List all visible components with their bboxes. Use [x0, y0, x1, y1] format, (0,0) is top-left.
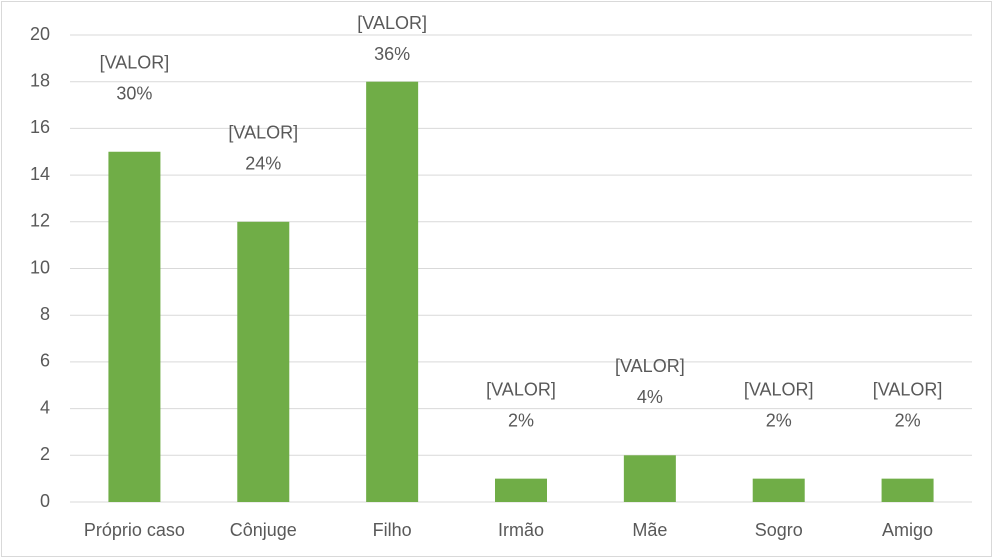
data-label-percent: 30% [116, 84, 152, 104]
y-tick-label: 10 [30, 257, 50, 277]
data-label-percent: 2% [766, 410, 792, 430]
x-tick-label: Filho [373, 520, 412, 540]
data-label: [VALOR] [486, 379, 556, 399]
bar [752, 478, 805, 502]
data-label-percent: 36% [374, 44, 410, 64]
data-label: [VALOR] [228, 123, 298, 143]
y-tick-label: 20 [30, 24, 50, 44]
y-tick-label: 16 [30, 117, 50, 137]
y-tick-label: 14 [30, 164, 50, 184]
bar [495, 478, 547, 502]
y-tick-label: 8 [40, 304, 50, 324]
x-tick-label: Próprio caso [84, 520, 185, 540]
y-tick-label: 0 [40, 491, 50, 511]
y-tick-label: 6 [40, 351, 50, 371]
y-tick-label: 4 [40, 397, 50, 417]
y-tick-label: 18 [30, 70, 50, 90]
y-tick-label: 12 [30, 211, 50, 231]
data-label: [VALOR] [100, 53, 170, 73]
data-label: [VALOR] [615, 356, 685, 376]
x-tick-label: Cônjuge [230, 520, 297, 540]
bar [366, 81, 419, 502]
data-label-percent: 24% [245, 154, 281, 174]
x-tick-label: Amigo [882, 520, 933, 540]
y-tick-label: 2 [40, 444, 50, 464]
x-tick-label: Sogro [755, 520, 803, 540]
data-label: [VALOR] [873, 379, 943, 399]
data-label: [VALOR] [357, 13, 427, 33]
data-label-percent: 2% [508, 410, 534, 430]
bar [881, 478, 934, 502]
data-label-percent: 4% [637, 387, 663, 407]
data-label-percent: 2% [895, 410, 921, 430]
data-label: [VALOR] [744, 379, 814, 399]
x-tick-label: Mãe [632, 520, 667, 540]
x-tick-label: Irmão [498, 520, 544, 540]
bar [108, 151, 161, 502]
bar [623, 455, 676, 502]
bar [237, 221, 290, 503]
